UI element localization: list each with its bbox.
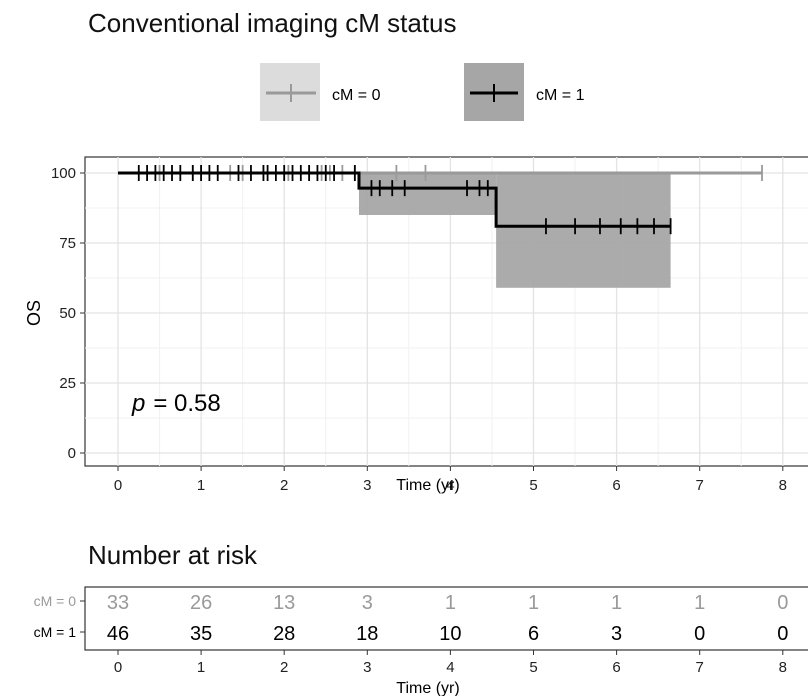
risk-count: 26: [190, 592, 212, 614]
risk-count: 10: [439, 623, 461, 645]
x-tick-label: 3: [363, 477, 371, 494]
plot-area: 0 1 2 3 4 5 6 7 8 0 25 50 75 100: [51, 156, 808, 494]
risk-table-title: Number at risk: [88, 540, 258, 570]
chart-title: Conventional imaging cM status: [88, 8, 457, 38]
x-axis-label: Time (yr): [396, 477, 459, 494]
p-value-annotation: p = 0.58: [131, 390, 221, 417]
risk-x-tick-label: 0: [114, 659, 122, 676]
km-curve: [118, 171, 671, 228]
risk-count: 0: [777, 592, 788, 614]
y-tick-label: 0: [68, 445, 76, 462]
risk-count: 3: [362, 592, 373, 614]
x-tick-label: 7: [696, 477, 704, 494]
risk-table: cM = 0 33 26 13 3 1 1 1 1 0cM = 1 46 35 28 18 10 6 3 0 00 1…: [34, 586, 808, 676]
p-label: p: [131, 390, 145, 417]
risk-x-tick-label: 6: [612, 659, 620, 676]
risk-count: 46: [107, 623, 129, 645]
risk-count: 3: [611, 623, 622, 645]
confidence-band: [358, 173, 497, 215]
risk-x-tick-label: 7: [696, 659, 704, 676]
x-tick-label: 8: [779, 477, 787, 494]
x-tick-label: 1: [197, 477, 205, 494]
x-tick-label: 4: [446, 477, 454, 494]
risk-x-tick-label: 1: [197, 659, 205, 676]
risk-x-axis-label: Time (yr): [396, 680, 459, 696]
y-tick-label: 75: [59, 235, 76, 252]
legend: cM = 0 cM = 1: [260, 63, 585, 121]
risk-x-tick-label: 2: [280, 659, 288, 676]
risk-count: 0: [694, 623, 705, 645]
p-value: = 0.58: [153, 390, 220, 417]
risk-x-tick-label: 4: [446, 659, 454, 676]
risk-count: 0: [777, 623, 788, 645]
risk-count: 18: [356, 623, 378, 645]
risk-table-border: [84, 586, 808, 651]
y-tick-label: 25: [59, 375, 76, 392]
confidence-band: [496, 173, 671, 288]
x-tick-label: 6: [612, 477, 620, 494]
risk-count: 1: [611, 592, 622, 614]
x-tick-label: 5: [529, 477, 537, 494]
risk-row-label: cM = 0: [34, 593, 77, 609]
risk-x-tick-label: 3: [363, 659, 371, 676]
risk-count: 1: [694, 592, 705, 614]
x-tick-label: 0: [114, 477, 122, 494]
legend-label-cm1: cM = 1: [536, 87, 585, 104]
y-tick-label: 50: [59, 305, 76, 322]
y-tick-label: 100: [51, 165, 76, 182]
risk-count: 1: [445, 592, 456, 614]
risk-count: 1: [528, 592, 539, 614]
legend-label-cm0: cM = 0: [332, 87, 381, 104]
risk-count: 35: [190, 623, 212, 645]
risk-x-tick-label: 5: [529, 659, 537, 676]
risk-count: 28: [273, 623, 295, 645]
risk-count: 33: [107, 592, 129, 614]
risk-x-tick-label: 8: [779, 659, 787, 676]
risk-row-label: cM = 1: [34, 624, 77, 640]
y-axis-label: OS: [24, 300, 44, 326]
x-tick-label: 2: [280, 477, 288, 494]
risk-count: 6: [528, 623, 539, 645]
risk-count: 13: [273, 592, 295, 614]
